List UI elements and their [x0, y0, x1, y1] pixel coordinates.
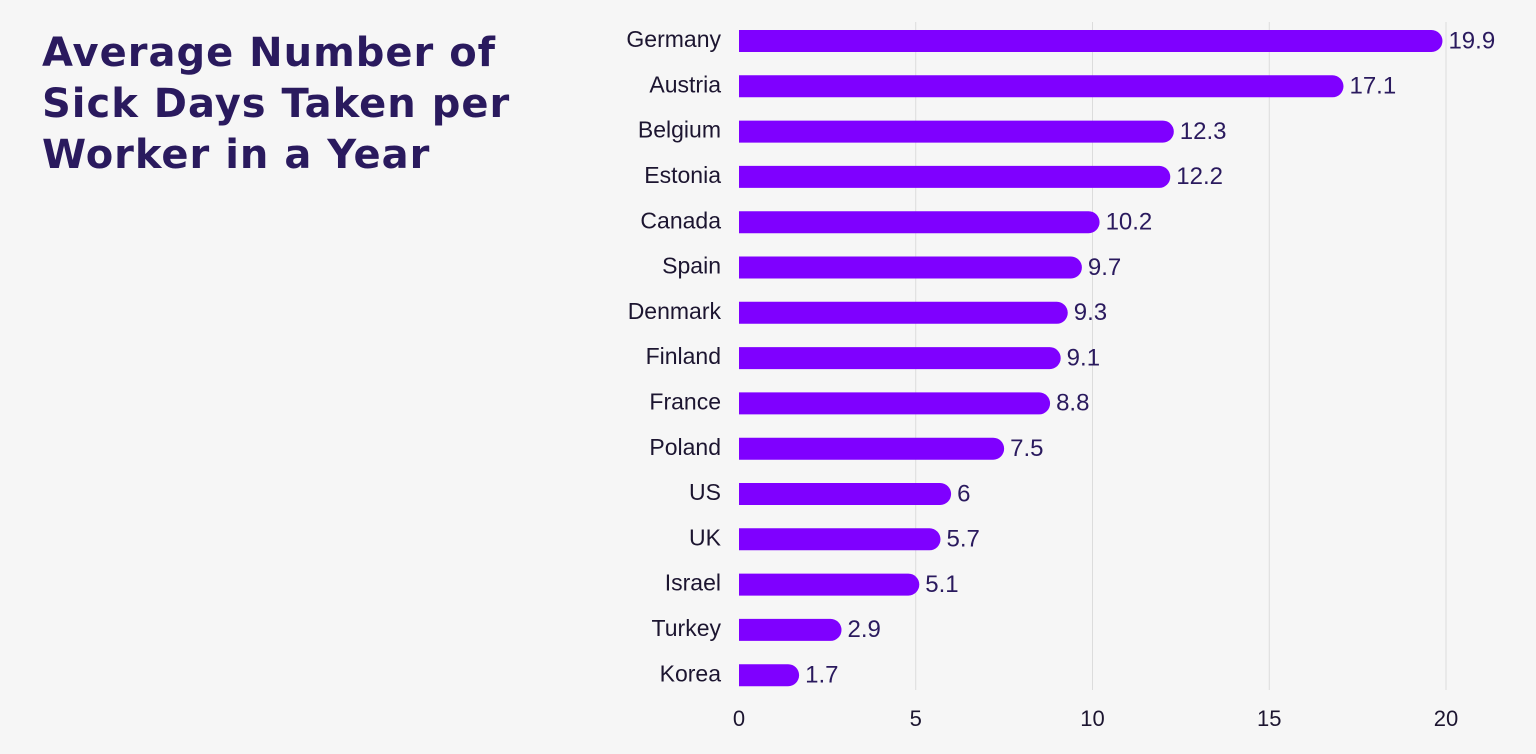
value-label: 1.7	[805, 662, 838, 689]
x-tick-label: 15	[1257, 706, 1281, 731]
value-label: 9.7	[1088, 254, 1121, 281]
value-label: 19.9	[1448, 27, 1495, 54]
value-label: 17.1	[1349, 73, 1396, 100]
category-label: UK	[689, 524, 722, 550]
category-label: France	[649, 388, 721, 414]
chart-title: Average Number of Sick Days Taken per Wo…	[42, 30, 511, 178]
category-label: Belgium	[638, 117, 721, 143]
x-tick-label: 0	[733, 706, 745, 731]
bar	[739, 301, 1068, 324]
bar	[739, 347, 1061, 370]
x-tick-label: 10	[1080, 706, 1104, 731]
category-label: Austria	[649, 71, 721, 97]
value-label: 10.2	[1106, 209, 1153, 236]
category-label: US	[689, 479, 721, 505]
bar	[739, 30, 1443, 52]
bar	[739, 483, 952, 505]
bar	[739, 165, 1171, 188]
x-axis-ticks: 0 5 10 15 20	[733, 706, 1458, 731]
value-label: 9.3	[1074, 299, 1107, 326]
bars	[739, 30, 1443, 687]
category-labels: Germany Austria Belgium Estonia Canada Spain D…	[626, 26, 721, 686]
category-label: Israel	[665, 570, 721, 596]
category-label: Germany	[626, 26, 721, 52]
bar	[739, 618, 842, 641]
value-label: 12.3	[1180, 118, 1227, 145]
value-label: 5.7	[946, 526, 979, 553]
category-label: Spain	[662, 253, 721, 279]
bar	[739, 528, 941, 551]
category-label: Denmark	[628, 298, 722, 324]
category-label: Estonia	[644, 162, 721, 188]
bar	[739, 392, 1051, 415]
category-label: Korea	[660, 660, 722, 686]
bar	[739, 664, 800, 687]
category-label: Finland	[646, 343, 721, 369]
bar	[739, 75, 1344, 98]
value-label: 9.1	[1067, 344, 1100, 371]
value-label: 6	[957, 480, 970, 507]
category-label: Turkey	[652, 615, 722, 641]
bar	[739, 256, 1082, 279]
x-tick-label: 5	[910, 706, 922, 731]
value-labels: 19.9 17.1 12.3 12.2 10.2 9.7 9.3 9.1 8.8 7.5 6 5.7 5…	[805, 27, 1495, 688]
value-label: 7.5	[1010, 435, 1043, 462]
bar	[739, 120, 1174, 143]
bar	[739, 437, 1005, 460]
category-label: Poland	[649, 434, 721, 460]
bar	[739, 573, 920, 596]
value-label: 12.2	[1176, 163, 1223, 190]
x-tick-label: 20	[1434, 706, 1458, 731]
value-label: 2.9	[848, 616, 881, 643]
bar	[739, 211, 1100, 234]
category-label: Canada	[640, 207, 721, 233]
value-label: 8.8	[1056, 390, 1089, 417]
value-label: 5.1	[925, 571, 958, 598]
